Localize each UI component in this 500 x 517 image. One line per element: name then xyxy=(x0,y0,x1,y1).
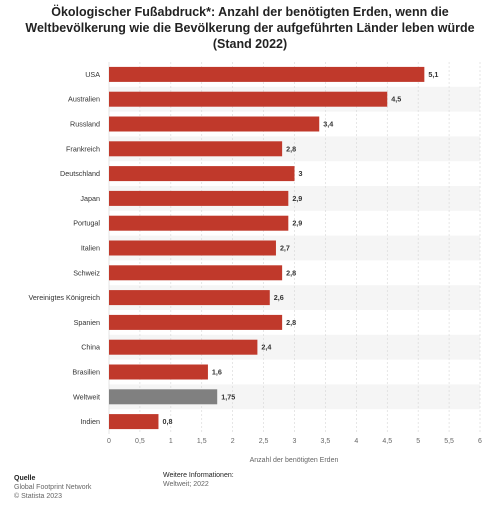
value-label: 2,9 xyxy=(292,219,302,228)
category-label: USA xyxy=(85,70,100,79)
category-label: Spanien xyxy=(74,318,100,327)
bars xyxy=(109,66,425,430)
category-label: Vereinigtes Königreich xyxy=(28,293,100,302)
bar xyxy=(109,389,218,405)
x-tick-label: 3 xyxy=(293,438,297,445)
category-label: China xyxy=(81,343,100,352)
value-label: 2,8 xyxy=(286,268,296,277)
bar xyxy=(109,414,159,430)
value-label: 2,7 xyxy=(280,244,290,253)
x-tick-label: 3,5 xyxy=(321,438,331,445)
x-tick-label: 2 xyxy=(231,438,235,445)
value-label: 2,9 xyxy=(292,194,302,203)
value-labels: 5,1 4,5 3,4 2,8 3 2,9 2,9 2,7 2,8 2,6 2,8 2,4 1,6 1,7… xyxy=(162,70,438,426)
value-label: 5,1 xyxy=(428,70,438,79)
value-label: 1,75 xyxy=(221,392,235,401)
category-label: Weltweit xyxy=(73,392,100,401)
info-note: Weitere Informationen: Weltweit; 2022 xyxy=(163,471,234,489)
bar xyxy=(109,314,283,330)
category-label: Frankreich xyxy=(66,144,100,153)
source-line: Global Footprint Network xyxy=(14,484,92,491)
x-tick-label: 1 xyxy=(169,438,173,445)
category-labels: USA Australien Russland Frankreich Deutschla… xyxy=(28,70,100,426)
bar xyxy=(109,66,425,82)
value-label: 2,6 xyxy=(274,293,284,302)
value-label: 3 xyxy=(299,169,303,178)
bar xyxy=(109,215,289,231)
bar xyxy=(109,141,283,157)
category-label: Indien xyxy=(80,417,100,426)
bar xyxy=(109,290,270,306)
category-label: Portugal xyxy=(73,219,100,228)
x-tick-label: 6 xyxy=(478,438,482,445)
value-label: 4,5 xyxy=(391,95,401,104)
value-label: 3,4 xyxy=(323,120,333,129)
x-tick-label: 5 xyxy=(416,438,420,445)
value-label: 2,8 xyxy=(286,144,296,153)
category-label: Japan xyxy=(80,194,100,203)
bar xyxy=(109,166,295,182)
bar xyxy=(109,265,283,281)
info-text: Weltweit; 2022 xyxy=(163,481,209,488)
x-tick-label: 1,5 xyxy=(197,438,207,445)
bar xyxy=(109,240,276,256)
category-label: Italien xyxy=(81,244,100,253)
category-label: Brasilien xyxy=(72,368,100,377)
value-label: 0,8 xyxy=(162,417,172,426)
x-tick-label: 5,5 xyxy=(444,438,454,445)
chart-title: Ökologischer Fußabdruck*: Anzahl der ben… xyxy=(25,5,475,51)
copyright-line: © Statista 2023 xyxy=(14,493,62,500)
value-label: 2,8 xyxy=(286,318,296,327)
bar xyxy=(109,339,258,355)
x-tick-label: 2,5 xyxy=(259,438,269,445)
x-tick-label: 0,5 xyxy=(135,438,145,445)
x-tick-labels: 0 0,5 1 1,5 2 2,5 3 3,5 4 4,5 5 5,5 6 xyxy=(107,438,482,445)
category-label: Deutschland xyxy=(60,169,100,178)
x-tick-label: 4,5 xyxy=(382,438,392,445)
x-tick-label: 4 xyxy=(354,438,358,445)
bar xyxy=(109,91,388,107)
info-heading: Weitere Informationen: xyxy=(163,472,234,479)
x-tick-label: 0 xyxy=(107,438,111,445)
category-label: Schweiz xyxy=(73,268,100,277)
bar xyxy=(109,116,320,132)
bar xyxy=(109,364,208,380)
source-heading: Quelle xyxy=(14,475,36,482)
value-label: 1,6 xyxy=(212,368,222,377)
category-label: Russland xyxy=(70,120,100,129)
category-label: Australien xyxy=(68,95,100,104)
x-axis-label: Anzahl der benötigten Erden xyxy=(250,457,339,464)
value-label: 2,4 xyxy=(261,343,271,352)
bar xyxy=(109,190,289,206)
source-note: Quelle Global Footprint Network © Statis… xyxy=(14,474,91,501)
